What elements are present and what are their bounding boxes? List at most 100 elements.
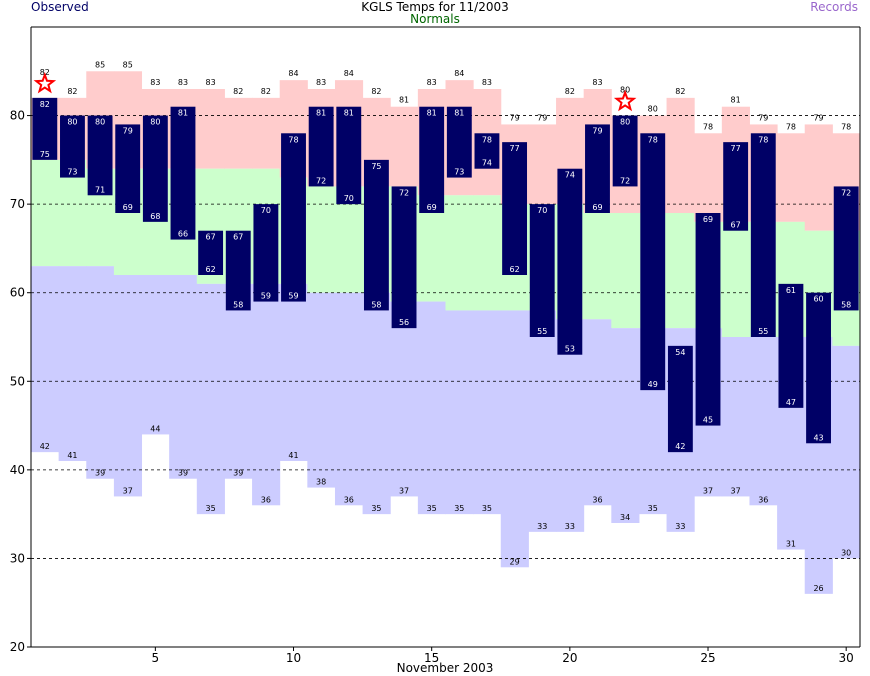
- record-low-label-day-27: 36: [758, 495, 768, 504]
- record-high-label-day-7: 83: [206, 78, 216, 87]
- normal-band-day-1: [31, 159, 60, 267]
- observed-bars: [32, 97, 859, 453]
- record-high-band-day-25: [694, 133, 723, 222]
- record-high-band-day-29: [804, 124, 833, 231]
- normal-band-day-11: [307, 186, 336, 293]
- x-tick-label-20: 20: [562, 651, 577, 665]
- record-low-label-day-7: 35: [206, 504, 216, 513]
- observed-high-label-day-21: 79: [592, 126, 602, 135]
- observed-high-label-day-17: 78: [482, 135, 492, 144]
- record-low-band-day-13: [362, 292, 391, 515]
- record-low-band-day-16: [445, 310, 474, 515]
- record-high-label-day-26: 81: [731, 96, 741, 105]
- x-tick-label-15: 15: [424, 651, 439, 665]
- observed-bar-day-15: [419, 106, 445, 213]
- value-labels: 82 75 82 42 80 73 82 41 80 71 85 39 79 69 85 37 80 68 83 44…: [33, 60, 851, 593]
- normal-band-day-21: [583, 213, 612, 320]
- observed-low-label-day-25: 45: [703, 416, 713, 425]
- record-low-band-day-17: [473, 310, 502, 515]
- record-low-label-day-15: 35: [427, 504, 437, 513]
- record-high-label-day-28: 78: [786, 122, 796, 131]
- observed-high-label-day-26: 77: [731, 144, 741, 153]
- record-star-icon-day-22: [613, 89, 637, 112]
- observed-low-label-day-22: 72: [620, 176, 630, 185]
- record-high-band-day-7: [196, 89, 225, 169]
- axes: 20 30 40 50 60 70 80 5 10 15 20 25 30: [10, 26, 861, 665]
- observed-bar-day-6: [170, 106, 196, 240]
- record-high-label-day-18: 79: [509, 113, 519, 122]
- record-low-band-day-4: [113, 275, 143, 497]
- record-low-label-day-6: 39: [178, 469, 188, 478]
- observed-bar-day-24: [667, 345, 693, 453]
- observed-low-label-day-13: 58: [371, 300, 381, 309]
- observed-bar-day-1: [32, 97, 58, 160]
- record-high-label-day-2: 82: [67, 87, 77, 96]
- record-low-label-day-3: 39: [95, 469, 105, 478]
- y-tick-label-60: 60: [10, 286, 25, 300]
- observed-bar-day-9: [253, 204, 279, 302]
- observed-bar-day-13: [363, 159, 389, 311]
- observed-low-label-day-3: 71: [95, 185, 105, 194]
- observed-low-label-day-20: 53: [565, 345, 575, 354]
- observed-high-label-day-22: 80: [620, 118, 630, 127]
- observed-low-label-day-12: 70: [344, 194, 354, 203]
- observed-low-label-day-26: 67: [731, 221, 741, 230]
- observed-bar-day-7: [198, 230, 224, 275]
- record-low-label-day-10: 41: [288, 451, 298, 460]
- record-low-label-day-8: 39: [233, 469, 243, 478]
- record-low-band-day-3: [86, 266, 115, 479]
- observed-bar-day-18: [502, 142, 528, 275]
- record-high-band-day-14: [390, 106, 419, 187]
- observed-high-label-day-8: 67: [233, 233, 243, 242]
- x-axis-label: November 2003: [397, 661, 494, 675]
- normal-band-day-22: [611, 213, 640, 329]
- normals-legend: Normals: [410, 12, 460, 26]
- x-tick-label-25: 25: [700, 651, 715, 665]
- observed-legend: Observed: [31, 0, 89, 14]
- x-tick-label-5: 5: [152, 651, 160, 665]
- record-high-label-day-3: 85: [95, 60, 105, 69]
- gridlines: [31, 115, 860, 559]
- record-low-band-day-11: [307, 292, 336, 488]
- observed-low-label-day-9: 59: [261, 292, 271, 301]
- observed-low-label-day-15: 69: [427, 203, 437, 212]
- normal-band-day-24: [666, 213, 695, 329]
- record-high-label-day-16: 84: [454, 69, 464, 78]
- y-tick-label-40: 40: [10, 463, 25, 477]
- observed-high-label-day-27: 78: [758, 135, 768, 144]
- observed-low-label-day-28: 47: [786, 398, 796, 407]
- record-high-band-day-28: [777, 133, 806, 222]
- record-low-label-day-1: 42: [40, 442, 50, 451]
- observed-bar-day-26: [723, 142, 749, 231]
- record-low-band-day-22: [611, 328, 640, 523]
- record-high-label-day-6: 83: [178, 78, 188, 87]
- observed-low-label-day-7: 62: [206, 265, 216, 274]
- record-high-label-day-24: 82: [675, 87, 685, 96]
- record-high-label-day-13: 82: [371, 87, 381, 96]
- observed-high-label-day-3: 80: [95, 118, 105, 127]
- observed-high-label-day-18: 77: [509, 144, 519, 153]
- record-low-label-day-2: 41: [67, 451, 77, 460]
- record-low-band-day-7: [196, 283, 225, 515]
- record-high-label-day-17: 83: [482, 78, 492, 87]
- normal-band-day-17: [473, 195, 502, 311]
- record-low-band-day-30: [832, 345, 861, 559]
- y-tick-label-30: 30: [10, 551, 25, 565]
- observed-bar-day-21: [585, 124, 610, 213]
- observed-high-label-day-25: 69: [703, 215, 713, 224]
- observed-bar-day-8: [225, 230, 251, 311]
- observed-low-label-day-2: 73: [67, 168, 77, 177]
- observed-low-label-day-19: 55: [537, 327, 547, 336]
- record-low-label-day-22: 34: [620, 513, 630, 522]
- record-low-label-day-4: 37: [123, 486, 133, 495]
- observed-low-label-day-29: 43: [813, 433, 823, 442]
- observed-high-label-day-10: 78: [288, 135, 298, 144]
- record-high-label-day-11: 83: [316, 78, 326, 87]
- record-low-label-day-13: 35: [371, 504, 381, 513]
- record-high-label-day-4: 85: [123, 60, 133, 69]
- records-legend: Records: [810, 0, 858, 14]
- record-high-label-day-19: 79: [537, 113, 547, 122]
- record-high-band-day-8: [224, 97, 253, 169]
- record-low-band-day-19: [528, 310, 557, 532]
